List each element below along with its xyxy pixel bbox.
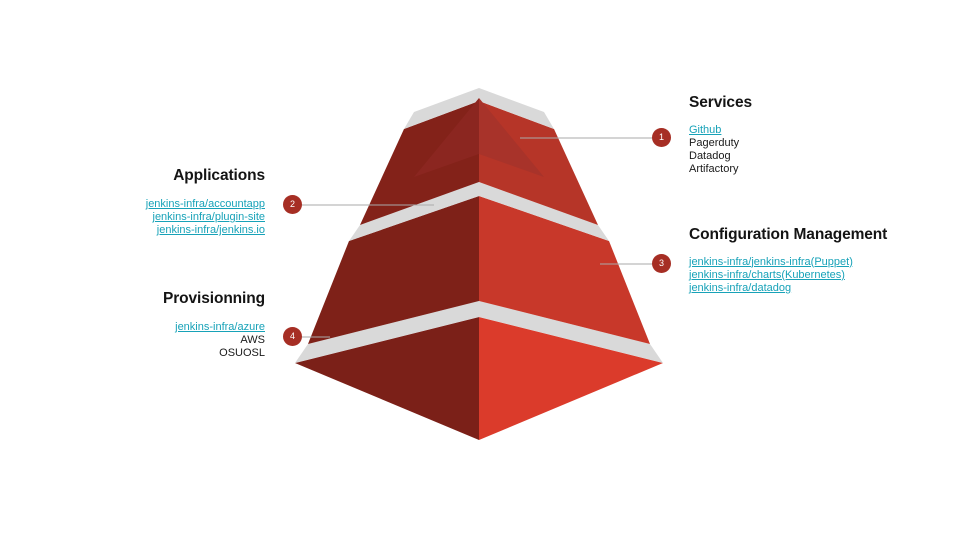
list-item: Datadog xyxy=(689,150,731,163)
pyramid-badge-1[interactable]: 1 xyxy=(652,128,671,147)
group-configuration-management-items: jenkins-infra/jenkins-infra(Puppet) jenk… xyxy=(689,256,887,296)
pyramid-badge-2[interactable]: 2 xyxy=(283,195,302,214)
group-configuration-management: Configuration Management jenkins-infra/j… xyxy=(689,226,887,295)
group-provisionning-heading: Provisionning xyxy=(162,290,265,307)
pyramid-tier-1-right-face[interactable] xyxy=(479,98,544,177)
pyramid-tier-4-left-face[interactable] xyxy=(295,317,479,440)
list-item[interactable]: jenkins-infra/charts(Kubernetes) xyxy=(689,268,845,281)
list-item[interactable]: Github xyxy=(689,123,722,136)
list-item[interactable]: jenkins-infra/accountapp xyxy=(145,197,265,210)
pyramid-badge-4[interactable]: 4 xyxy=(283,327,302,346)
list-item[interactable]: jenkins-infra/plugin-site xyxy=(152,210,266,223)
list-item[interactable]: jenkins-infra/jenkins.io xyxy=(156,224,265,237)
pyramid-tier-2-left-face[interactable] xyxy=(360,101,479,225)
list-item: AWS xyxy=(240,333,265,346)
group-services-items: Github Pagerduty Datadog Artifactory xyxy=(689,124,752,177)
list-item: Artifactory xyxy=(689,163,739,176)
list-item[interactable]: jenkins-infra/datadog xyxy=(689,282,792,295)
pyramid-gap-3-4-right xyxy=(479,301,663,363)
list-item[interactable]: jenkins-infra/azure xyxy=(175,320,265,333)
group-services: Services Github Pagerduty Datadog Artifa… xyxy=(689,94,752,177)
pyramid-gap-2-3-right xyxy=(479,182,609,241)
pyramid-gap-1-2-left xyxy=(404,88,479,129)
pyramid-gap-2-3-left xyxy=(349,182,479,241)
list-item: OSUOSL xyxy=(219,347,265,360)
pyramid-badge-3[interactable]: 3 xyxy=(652,254,671,273)
group-services-heading: Services xyxy=(689,94,752,111)
group-provisionning: Provisionning jenkins-infra/azure AWS OS… xyxy=(163,290,265,360)
pyramid-tier-3-right-face[interactable] xyxy=(479,196,650,344)
pyramid-tier-4-right-face[interactable] xyxy=(479,317,663,440)
group-applications-items: jenkins-infra/accountapp jenkins-infra/p… xyxy=(146,198,265,238)
pyramid-gap-1-2-right xyxy=(479,88,554,129)
group-configuration-management-heading: Configuration Management xyxy=(689,226,888,243)
pyramid-gap-3-4-left xyxy=(295,301,479,363)
group-applications: Applications jenkins-infra/accountapp je… xyxy=(146,167,265,237)
pyramid-tier-2-right-face[interactable] xyxy=(479,101,598,225)
group-applications-heading: Applications xyxy=(173,167,265,184)
pyramid-tier-3-left-face[interactable] xyxy=(308,196,479,344)
list-item[interactable]: jenkins-infra/jenkins-infra(Puppet) xyxy=(689,255,853,268)
group-provisionning-items: jenkins-infra/azure AWS OSUOSL xyxy=(163,321,265,361)
list-item: Pagerduty xyxy=(689,136,740,149)
pyramid-tier-1-left-face[interactable] xyxy=(414,98,479,177)
